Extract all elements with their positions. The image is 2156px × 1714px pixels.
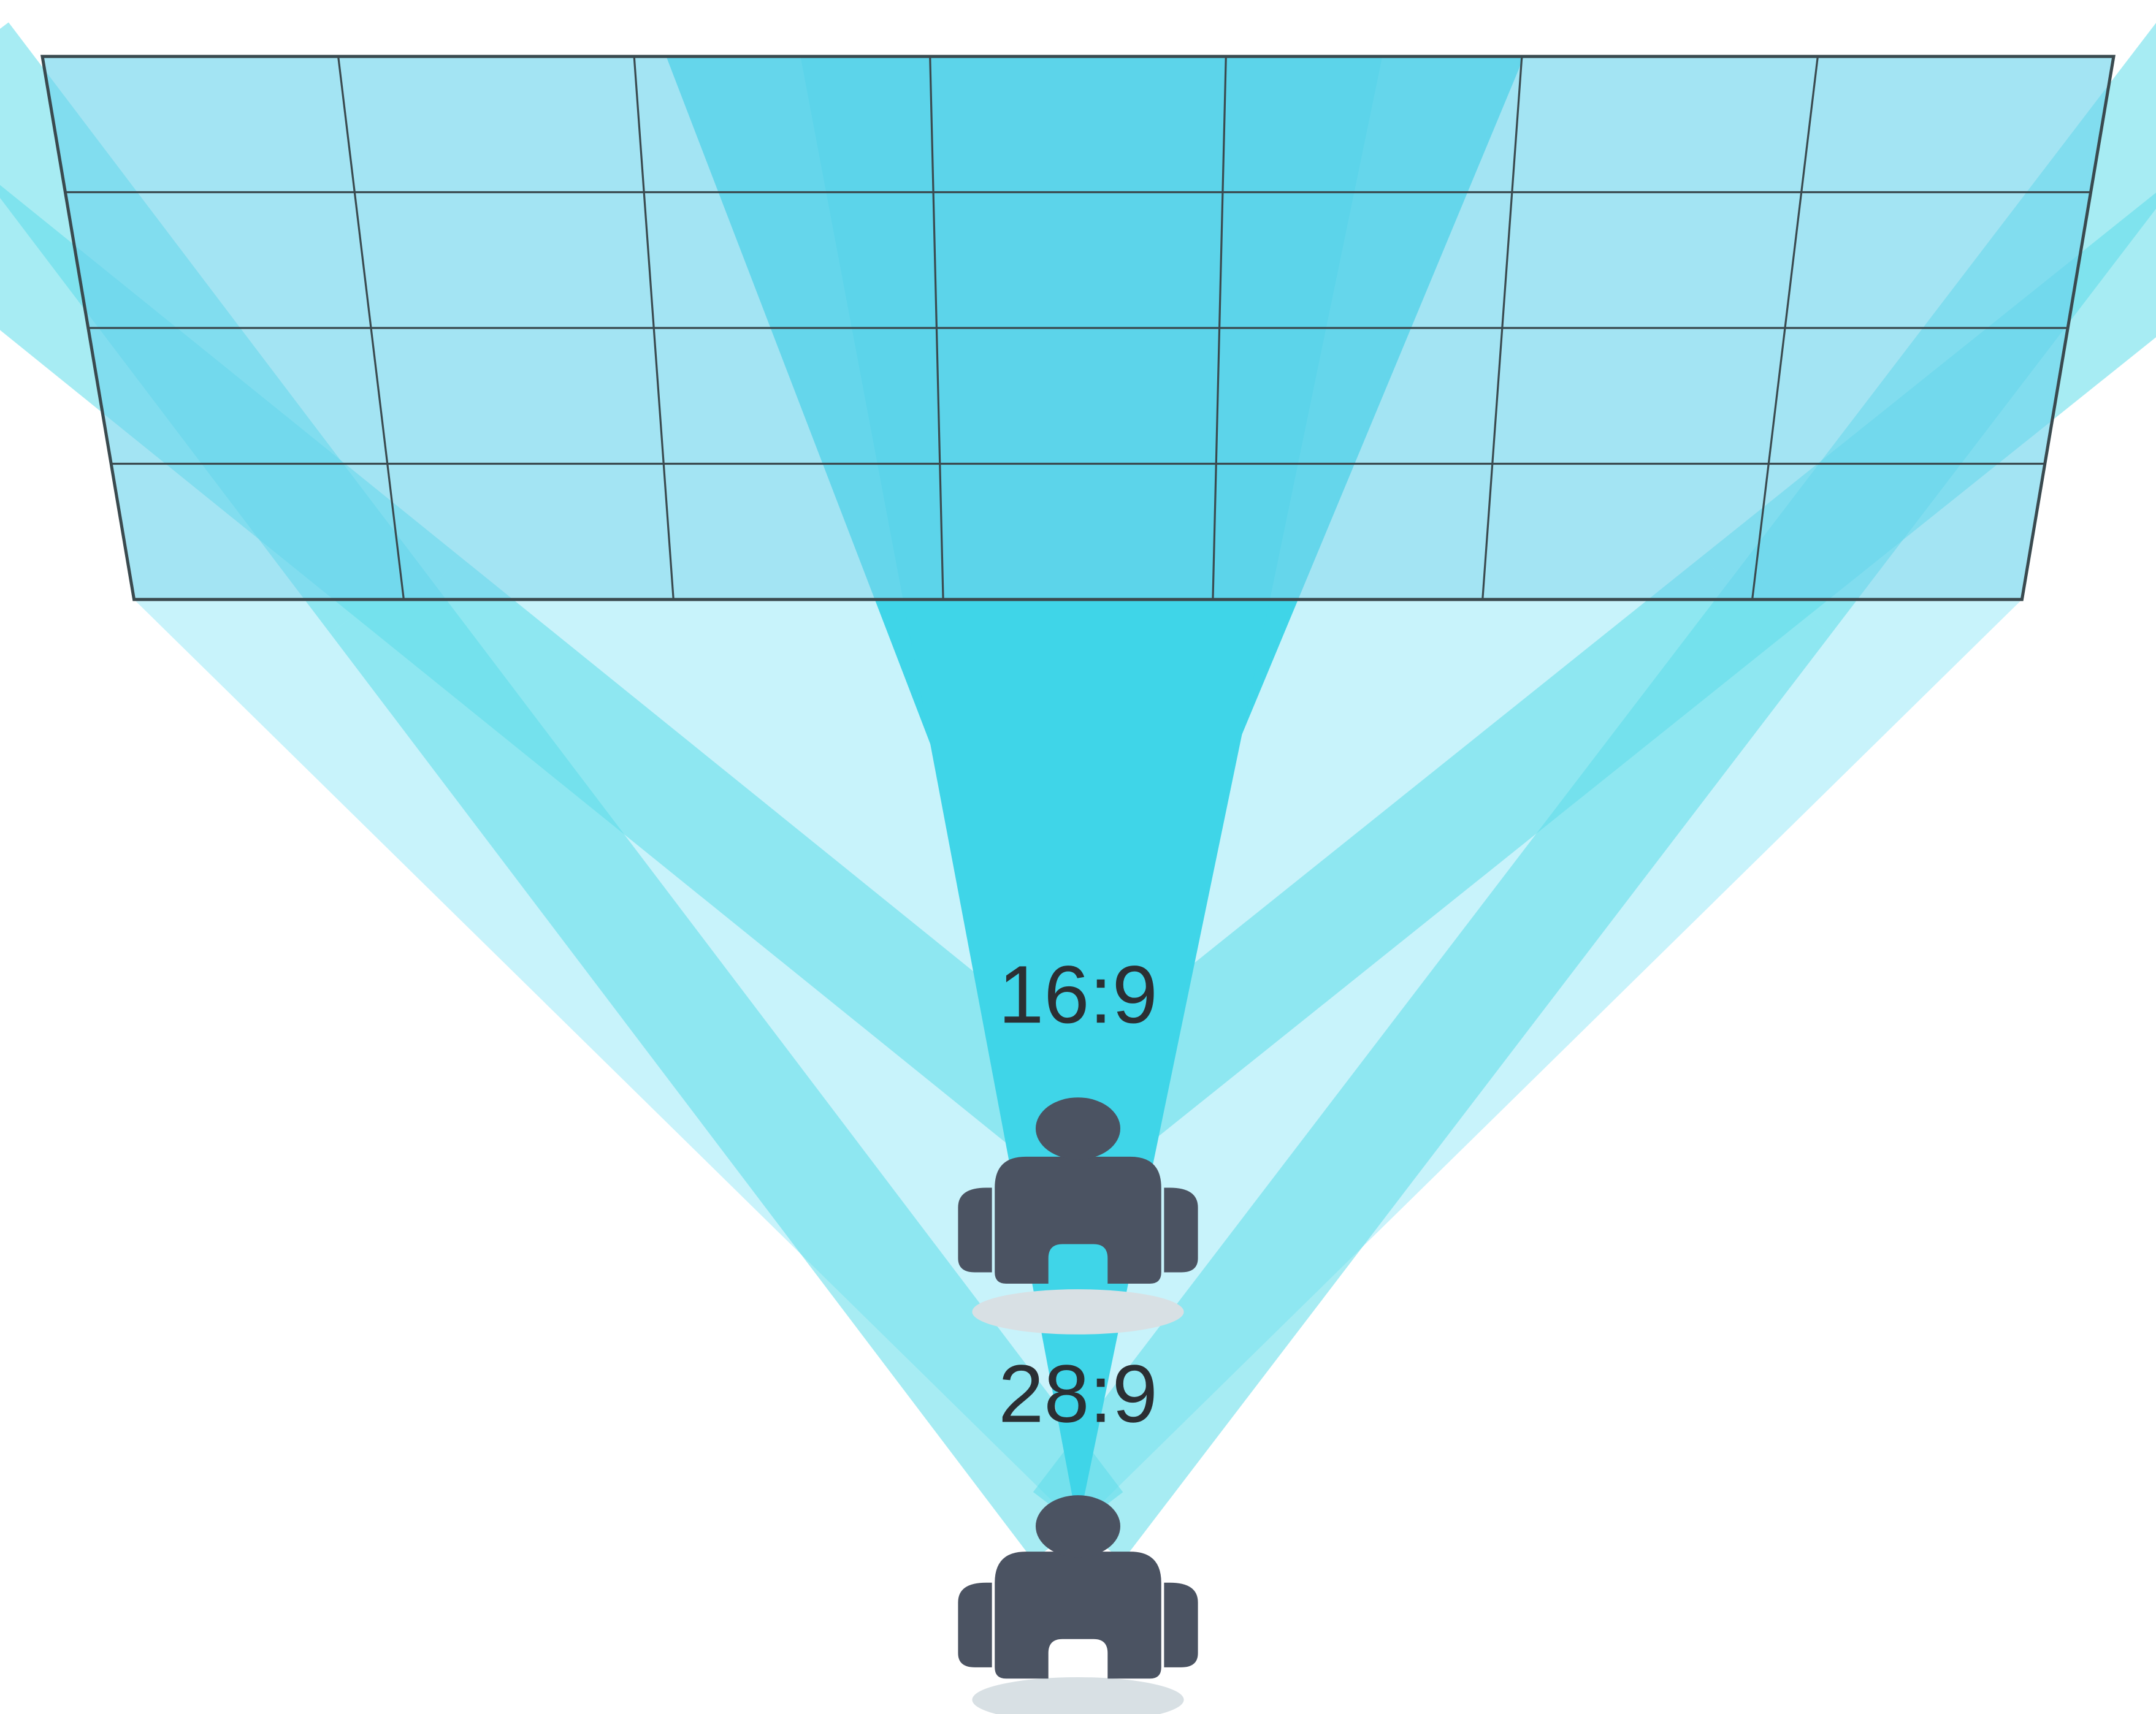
aspect-ratio-label-far: 28:9 <box>998 1348 1158 1439</box>
viewer-head-near <box>1036 1097 1120 1159</box>
viewer-shadow-near <box>972 1289 1183 1335</box>
viewer-body-far <box>958 1552 1198 1678</box>
viewer-shadow-far <box>972 1677 1183 1714</box>
viewer-head-far <box>1036 1495 1120 1557</box>
aspect-ratio-label-near: 16:9 <box>998 949 1158 1040</box>
diagram-container: 16:9 28:9 <box>0 0 2156 1714</box>
fov-diagram: 16:9 28:9 <box>0 0 2156 1714</box>
